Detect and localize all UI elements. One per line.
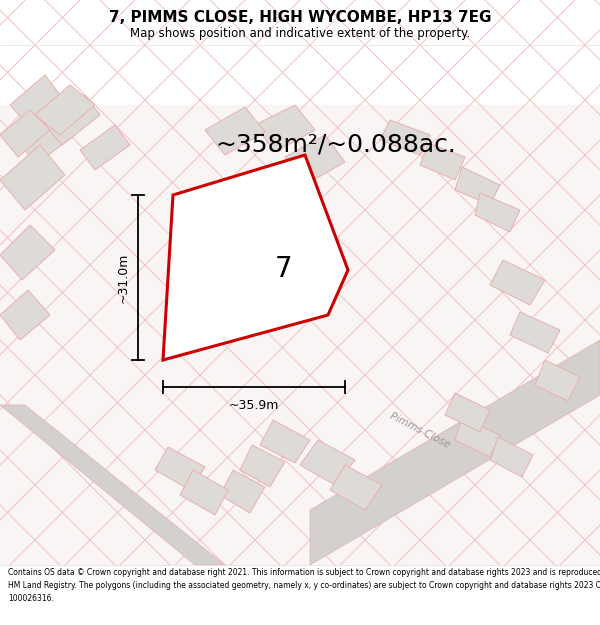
Polygon shape — [310, 340, 600, 565]
Polygon shape — [285, 135, 345, 185]
Text: Contains OS data © Crown copyright and database right 2021. This information is : Contains OS data © Crown copyright and d… — [8, 568, 600, 602]
Polygon shape — [205, 107, 265, 155]
Polygon shape — [155, 447, 205, 490]
Polygon shape — [255, 105, 315, 152]
Polygon shape — [490, 437, 533, 477]
Polygon shape — [455, 167, 500, 205]
Text: ~358m²/~0.088ac.: ~358m²/~0.088ac. — [215, 133, 456, 157]
Polygon shape — [45, 95, 100, 145]
Polygon shape — [80, 125, 130, 170]
Polygon shape — [420, 143, 465, 180]
Polygon shape — [35, 85, 95, 135]
Polygon shape — [260, 420, 310, 463]
Polygon shape — [240, 445, 285, 487]
Polygon shape — [0, 290, 50, 340]
Polygon shape — [475, 193, 520, 232]
Polygon shape — [180, 470, 228, 515]
Polygon shape — [330, 465, 382, 510]
Text: ~31.0m: ~31.0m — [117, 253, 130, 302]
Polygon shape — [510, 312, 560, 353]
Polygon shape — [0, 110, 50, 157]
Polygon shape — [445, 393, 490, 432]
Polygon shape — [220, 470, 265, 513]
Polygon shape — [535, 360, 580, 401]
Polygon shape — [15, 105, 75, 165]
Bar — [0, 105, 600, 565]
Polygon shape — [380, 120, 430, 155]
Polygon shape — [0, 145, 65, 210]
Text: Pimms Close: Pimms Close — [388, 411, 452, 449]
Polygon shape — [0, 405, 225, 565]
Polygon shape — [455, 418, 500, 457]
Text: Map shows position and indicative extent of the property.: Map shows position and indicative extent… — [130, 28, 470, 41]
Text: 7, PIMMS CLOSE, HIGH WYCOMBE, HP13 7EG: 7, PIMMS CLOSE, HIGH WYCOMBE, HP13 7EG — [109, 9, 491, 24]
Polygon shape — [0, 225, 55, 280]
Polygon shape — [10, 75, 60, 125]
Polygon shape — [300, 440, 355, 485]
Text: 7: 7 — [275, 255, 292, 283]
Polygon shape — [163, 155, 348, 360]
Text: ~35.9m: ~35.9m — [229, 399, 279, 412]
Polygon shape — [490, 260, 545, 305]
